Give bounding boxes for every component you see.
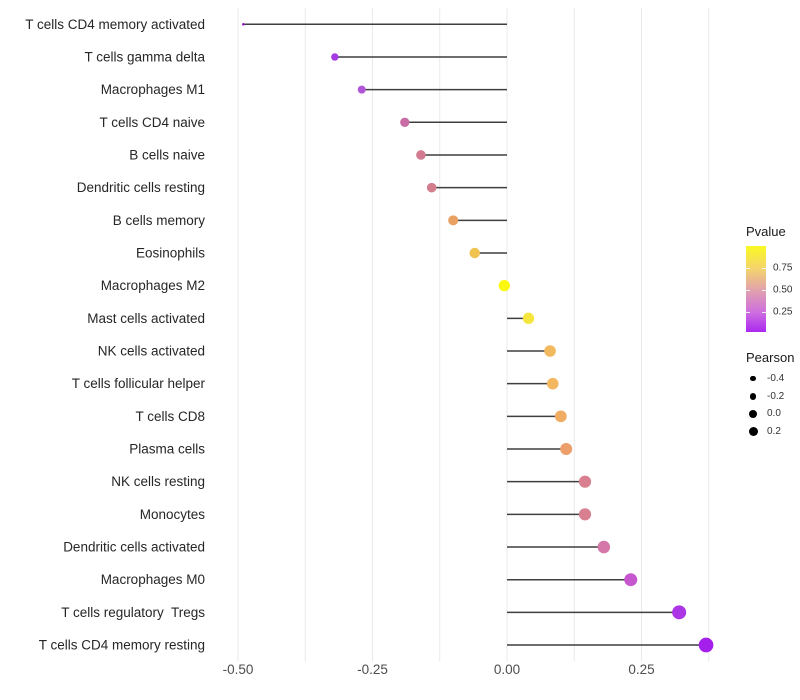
pvalue-tick-mark [762, 289, 766, 291]
pvalue-tick-mark [746, 289, 750, 291]
y-axis-label: B cells naive [129, 147, 205, 162]
pvalue-tick-mark [746, 268, 750, 270]
y-axis-label: Plasma cells [129, 442, 205, 457]
lollipop-dot [698, 637, 714, 653]
pvalue-tick-mark [762, 311, 766, 313]
pearson-legend-dot-box [746, 426, 760, 436]
lollipop-dot [357, 85, 366, 94]
lollipop-dot [624, 573, 638, 587]
y-axis-label: T cells regulatory Tregs [61, 605, 205, 620]
lollipop-dot [426, 182, 437, 193]
pearson-legend-dot [748, 426, 758, 436]
pearson-legend-dot [748, 409, 758, 418]
pearson-legend-item: -0.2 [746, 388, 794, 406]
lollipop-dot [554, 410, 567, 423]
pearson-legend-dot-box [746, 409, 760, 418]
y-axis-label: NK cells resting [111, 474, 205, 489]
lollipop-dot [469, 247, 480, 259]
lollipop-dot [544, 345, 556, 357]
pvalue-tick-label: 0.50 [773, 284, 793, 296]
pearson-legend-label: -0.2 [767, 390, 785, 402]
x-axis-tick-label: 0.00 [494, 662, 520, 677]
pvalue-colorbar-wrap: 0.75 0.50 0.25 [746, 246, 800, 332]
y-axis-label: T cells gamma delta [84, 49, 205, 64]
pearson-legend-item: 0.2 [746, 423, 794, 441]
lollipop-dot [522, 312, 535, 324]
legend-pearson: Pearson -0.4 -0.2 0.0 0.2 [746, 350, 794, 440]
lollipop-dot [560, 443, 573, 456]
pvalue-tick-label: 0.25 [773, 306, 793, 318]
y-axis-label: Eosinophils [136, 245, 205, 260]
lollipop-dot [578, 508, 592, 521]
y-axis-label: Dendritic cells activated [63, 540, 205, 555]
lollipop-dot [400, 117, 410, 127]
pearson-legend-title: Pearson [746, 350, 795, 365]
y-axis-label: T cells CD8 [135, 409, 205, 424]
y-axis-label: T cells CD4 naive [99, 115, 205, 130]
lollipop-dot [448, 215, 459, 226]
pearson-legend-items: -0.4 -0.2 0.0 0.2 [746, 370, 794, 440]
lollipop-dot [578, 475, 592, 488]
y-axis-label: Macrophages M1 [101, 82, 205, 97]
lollipop-dot [672, 605, 687, 620]
y-axis-label: T cells follicular helper [72, 376, 206, 391]
pearson-legend-dot [750, 376, 756, 382]
y-axis-label: T cells CD4 memory activated [25, 17, 205, 32]
pearson-legend-label: 0.0 [767, 408, 781, 420]
pearson-legend-item: 0.0 [746, 405, 794, 423]
pvalue-legend-title: Pvalue [746, 224, 786, 239]
y-axis-label: Macrophages M2 [101, 278, 205, 293]
y-axis-label: T cells CD4 memory resting [39, 638, 205, 653]
pearson-legend-dot-box [746, 376, 760, 382]
x-axis-tick-label: 0.25 [628, 662, 654, 677]
pvalue-colorbar [746, 246, 766, 332]
y-axis-label: Mast cells activated [87, 311, 205, 326]
pearson-legend-label: -0.4 [767, 373, 785, 385]
lollipop-dot [416, 150, 426, 160]
pearson-legend-dot-box [746, 392, 760, 400]
lollipop-dot [546, 377, 559, 390]
pearson-legend-dot [749, 392, 757, 400]
pvalue-tick-label: 0.75 [773, 262, 793, 274]
pvalue-tick-mark [762, 268, 766, 270]
lollipop-dot [597, 540, 611, 554]
legend-pvalue: Pvalue 0.75 0.50 0.25 [746, 224, 800, 332]
x-axis-tick-label: -0.25 [357, 662, 388, 677]
y-axis-label: Macrophages M0 [101, 572, 205, 587]
y-axis-label: NK cells activated [98, 344, 205, 359]
y-axis-label: B cells memory [113, 213, 206, 228]
y-axis-label: Dendritic cells resting [77, 180, 205, 195]
lollipop-dot [331, 53, 339, 61]
x-axis-tick-label: -0.50 [223, 662, 254, 677]
lollipop-dot [498, 280, 510, 292]
lollipop-dot [242, 23, 245, 26]
y-axis-label: Monocytes [140, 507, 206, 522]
pearson-legend-item: -0.4 [746, 370, 794, 388]
pvalue-tick-mark [746, 311, 750, 313]
pearson-legend-label: 0.2 [767, 425, 781, 437]
